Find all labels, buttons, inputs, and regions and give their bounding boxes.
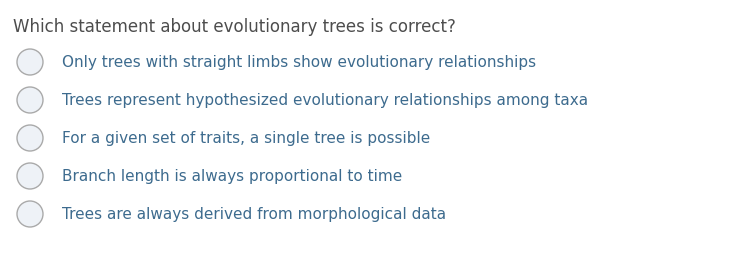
- Text: Branch length is always proportional to time: Branch length is always proportional to …: [62, 168, 402, 184]
- Text: Trees represent hypothesized evolutionary relationships among taxa: Trees represent hypothesized evolutionar…: [62, 93, 588, 107]
- Text: Only trees with straight limbs show evolutionary relationships: Only trees with straight limbs show evol…: [62, 55, 536, 69]
- Text: Trees are always derived from morphological data: Trees are always derived from morphologi…: [62, 206, 446, 222]
- Text: For a given set of traits, a single tree is possible: For a given set of traits, a single tree…: [62, 131, 430, 146]
- Text: Which statement about evolutionary trees is correct?: Which statement about evolutionary trees…: [13, 18, 456, 36]
